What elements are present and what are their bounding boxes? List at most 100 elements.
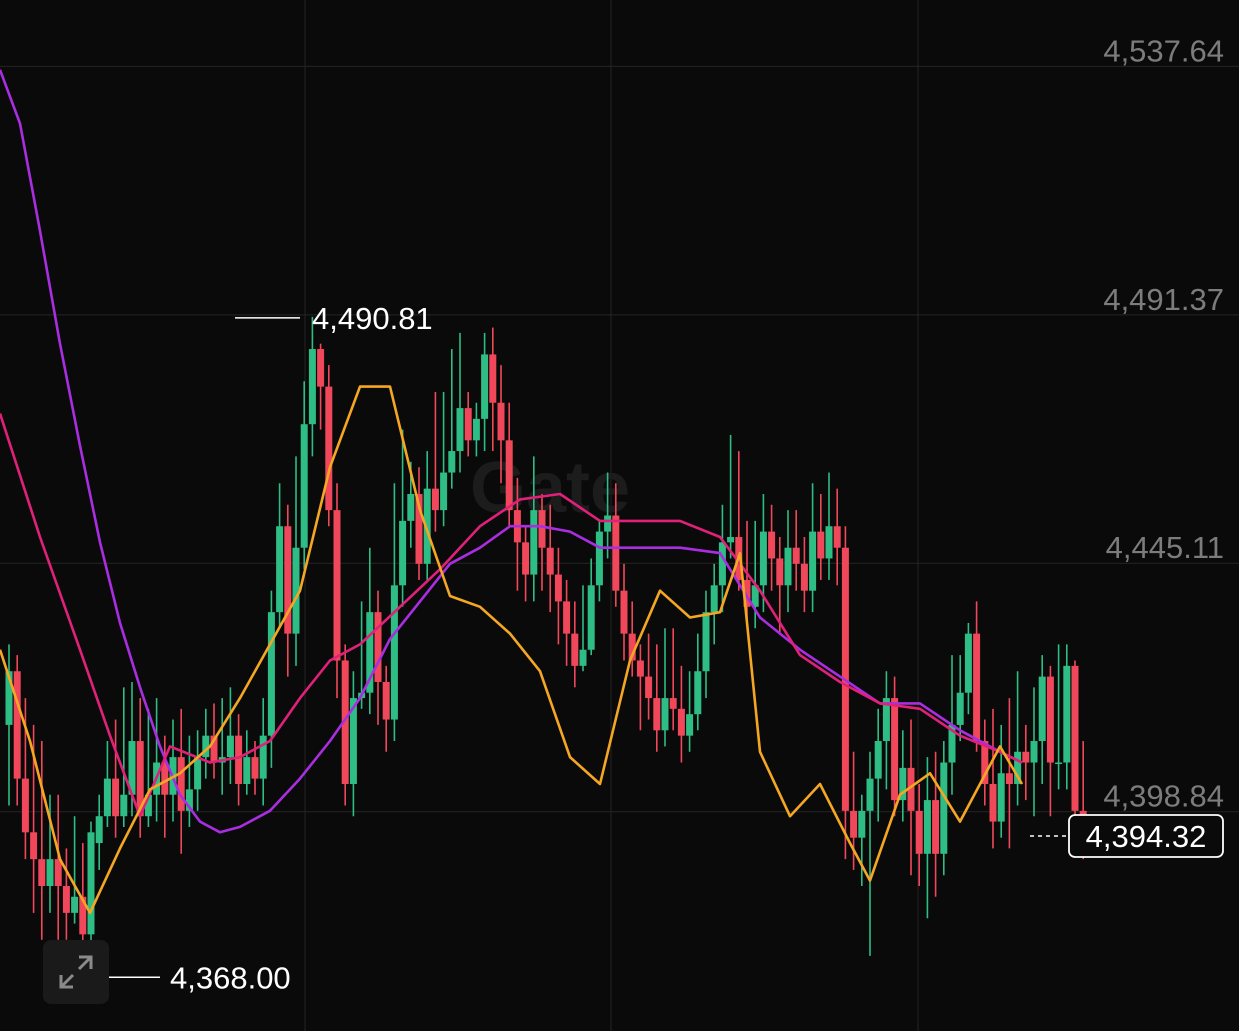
- candle-body: [120, 794, 128, 817]
- candle-body: [645, 676, 653, 699]
- candle: [1063, 644, 1071, 790]
- candle: [497, 365, 505, 484]
- candle-body: [456, 408, 464, 452]
- high-price-label: 4,490.81: [312, 301, 433, 336]
- candle: [833, 488, 841, 586]
- candle-body: [210, 735, 218, 763]
- candle-body: [612, 515, 620, 591]
- candle-body: [800, 563, 808, 591]
- candle-body: [235, 735, 243, 784]
- candle-body: [940, 762, 948, 854]
- candle: [530, 456, 538, 602]
- candle-body: [366, 612, 374, 693]
- candle-body: [136, 741, 144, 817]
- candle-body: [399, 520, 407, 586]
- candle-body: [308, 349, 316, 425]
- candle-body: [1063, 665, 1071, 763]
- candle-body: [530, 510, 538, 575]
- candle: [46, 794, 54, 913]
- candle-body: [267, 612, 275, 736]
- candle-body: [661, 698, 669, 731]
- candle-body: [784, 547, 792, 586]
- candle-body: [964, 633, 972, 693]
- candle-body: [489, 354, 497, 403]
- candle: [546, 504, 554, 613]
- candle: [1005, 698, 1013, 849]
- candle-body: [579, 649, 587, 666]
- candle-body: [538, 510, 546, 548]
- candle: [571, 601, 579, 688]
- candle: [144, 708, 152, 827]
- candle-body: [677, 708, 685, 736]
- candle: [415, 467, 423, 580]
- candle-body: [144, 794, 152, 817]
- candle-body: [899, 767, 907, 801]
- candle: [661, 628, 669, 747]
- candle: [669, 628, 677, 731]
- candle-body: [226, 735, 234, 758]
- candle-body: [128, 741, 136, 795]
- candle-body: [30, 832, 38, 860]
- candle: [825, 472, 833, 580]
- candle-body: [981, 741, 989, 784]
- candle-body: [317, 349, 325, 387]
- candle-body: [259, 735, 267, 779]
- candle-body: [759, 531, 767, 586]
- candle: [71, 816, 79, 924]
- candle: [792, 510, 800, 591]
- candle-body: [472, 418, 480, 441]
- candle: [858, 794, 866, 887]
- candle: [431, 391, 439, 532]
- candle: [809, 483, 817, 613]
- candle: [1055, 644, 1063, 790]
- current-price-label: 4,394.32: [1086, 819, 1207, 854]
- candle: [932, 751, 940, 897]
- candle: [13, 655, 21, 806]
- candle: [677, 665, 685, 763]
- candle: [194, 730, 202, 811]
- candle: [768, 504, 776, 591]
- candle-body: [194, 757, 202, 790]
- candle-body: [948, 724, 956, 763]
- candle: [694, 633, 702, 731]
- expand-button[interactable]: [43, 940, 109, 1004]
- candle: [973, 601, 981, 752]
- candle: [120, 687, 128, 827]
- expand-arrows-icon: [59, 955, 93, 989]
- candle-body: [1038, 676, 1046, 742]
- candle-body: [284, 526, 292, 634]
- candle-body: [341, 660, 349, 784]
- candle-body: [554, 574, 562, 602]
- candle: [333, 483, 341, 699]
- candle: [882, 671, 890, 790]
- candle: [727, 434, 735, 559]
- candle: [1038, 655, 1046, 784]
- candle-body: [1014, 751, 1022, 784]
- candle-body: [1055, 762, 1063, 765]
- candle: [956, 655, 964, 742]
- candle-body: [325, 386, 333, 511]
- candle: [702, 590, 710, 699]
- candle: [374, 590, 382, 725]
- candle-body: [809, 531, 817, 591]
- candle: [874, 708, 882, 822]
- candle-body: [13, 671, 21, 779]
- candle: [964, 622, 972, 715]
- candle: [645, 633, 653, 720]
- candle: [784, 510, 792, 613]
- candle-body: [276, 526, 284, 613]
- candle: [538, 494, 546, 591]
- candle-body: [440, 472, 448, 511]
- candle-body: [333, 510, 341, 661]
- candle-body: [669, 698, 677, 709]
- candle: [776, 536, 784, 634]
- candle-body: [431, 488, 439, 511]
- candle-body: [915, 810, 923, 854]
- candle-body: [956, 692, 964, 725]
- candle-body: [891, 698, 899, 801]
- candle: [1046, 665, 1054, 817]
- candle-body: [38, 859, 46, 887]
